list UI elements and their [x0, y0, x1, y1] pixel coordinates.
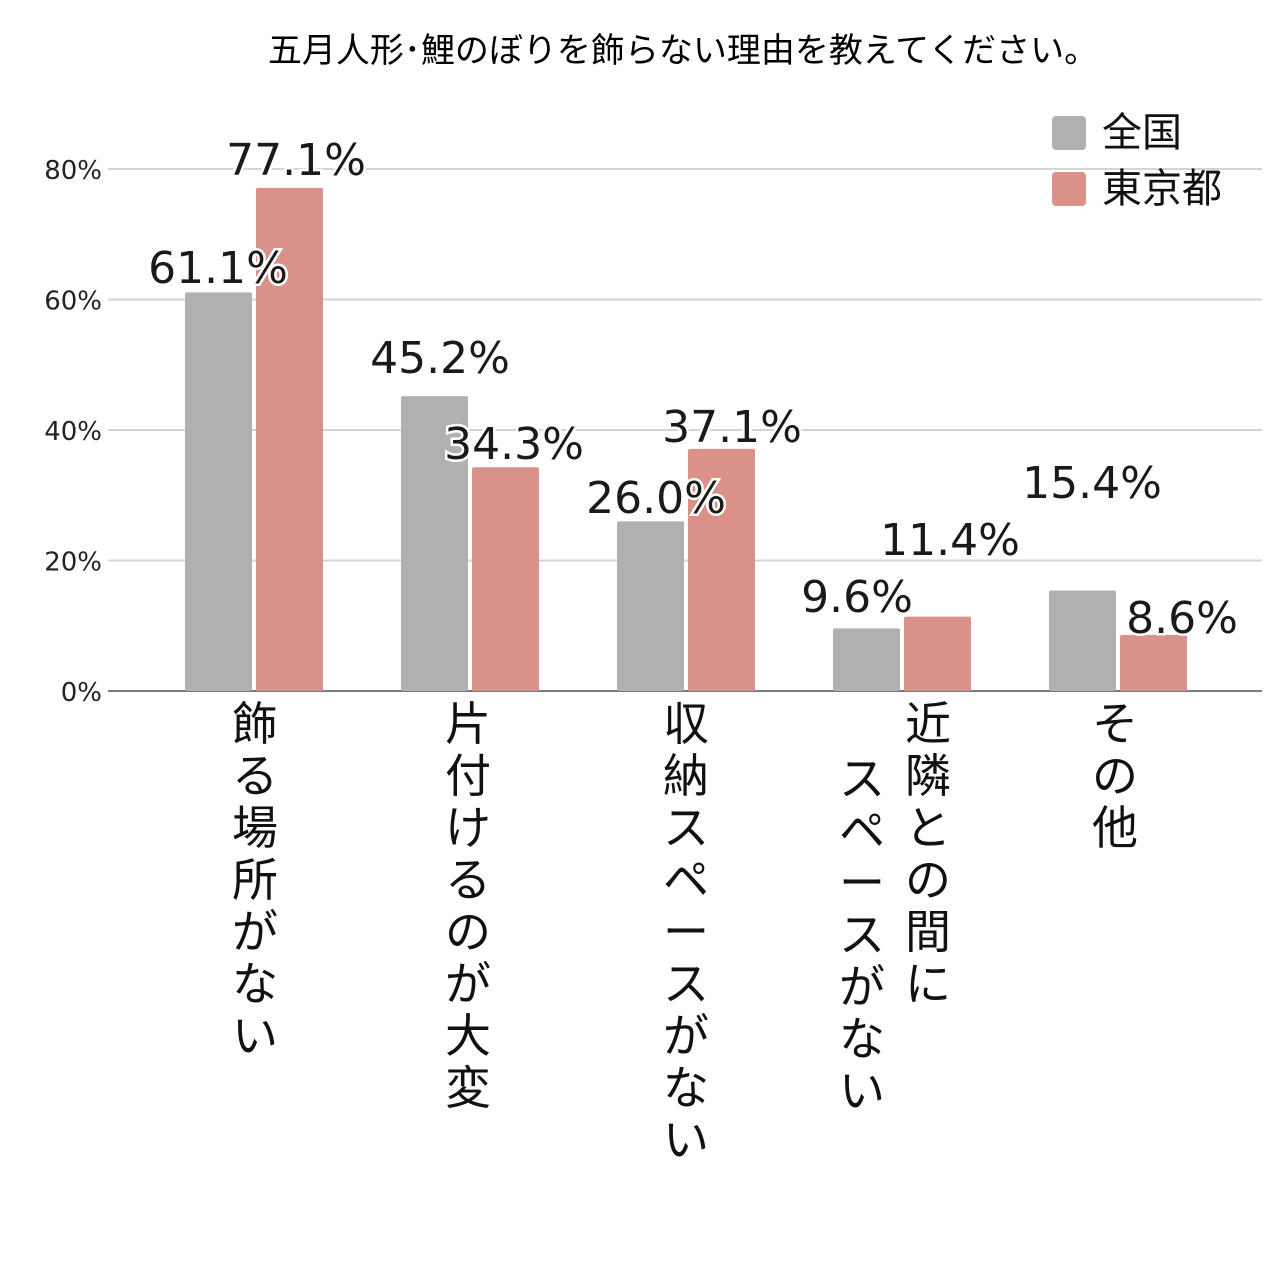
category-label: 変 [445, 1061, 491, 1115]
bar-tokyo [1120, 634, 1187, 691]
category-label: 場 [232, 801, 278, 855]
category-label: の [1092, 749, 1138, 803]
category-label: ペ [663, 853, 709, 907]
category-label: に [905, 957, 951, 1011]
data-label: 37.1% [662, 402, 802, 453]
category-label: が [445, 957, 491, 1011]
legend-swatch [1052, 172, 1086, 206]
category-label: ペ [839, 804, 885, 858]
bar-tokyo [256, 187, 323, 692]
category-label: が [663, 1009, 709, 1063]
category-label: 近 [905, 697, 951, 751]
bar-national [401, 396, 468, 691]
data-label: 26.0% [586, 473, 726, 524]
category-label: の [445, 905, 491, 959]
category-label: 隣 [905, 749, 951, 803]
data-label: 15.4% [1022, 458, 1162, 509]
data-labels: 61.1% 45.2% 26.0% 9.6% 15.4% 77.1% 34.3% 37.1% 1… [146, 133, 1241, 647]
category-label: が [232, 905, 278, 959]
category-label: ス [839, 752, 885, 806]
category-label: い [232, 1009, 278, 1063]
y-axis-ticks: 0% 20% 40% 60% 80% [44, 156, 102, 708]
data-label: 45.2% [370, 333, 510, 384]
category-label: い [839, 1064, 885, 1118]
category-label: な [663, 1061, 709, 1115]
bar-national [833, 628, 900, 691]
category-label: 他 [1092, 801, 1138, 855]
category-label: の [905, 853, 951, 907]
category-label: 片 [445, 697, 491, 751]
bar-tokyo [688, 448, 755, 691]
chart-title: 五月人形･鯉のぼりを飾らない理由を教えてください。 [268, 31, 1098, 71]
y-tick-label: 80% [44, 156, 102, 186]
bars [185, 187, 1187, 692]
data-label: 77.1% [226, 135, 366, 186]
category-label: が [839, 960, 885, 1014]
category-label: な [232, 957, 278, 1011]
category-label: な [839, 1012, 885, 1066]
category-label: る [445, 853, 491, 907]
category-label: 付 [445, 749, 491, 803]
category-label: る [232, 749, 278, 803]
category-label: け [445, 801, 491, 855]
category-label: 収 [663, 697, 709, 751]
y-tick-label: 40% [44, 417, 102, 447]
y-tick-label: 0% [61, 678, 102, 708]
y-tick-label: 60% [44, 287, 102, 317]
category-label: ー [663, 905, 709, 959]
category-label: そ [1092, 697, 1138, 751]
category-label: ス [839, 908, 885, 962]
category-label: 大 [445, 1009, 491, 1063]
category-label: 納 [663, 749, 709, 803]
legend-label: 東京都 [1102, 166, 1222, 212]
category-label: 所 [232, 853, 278, 907]
data-label: 34.3% [444, 419, 584, 470]
bar-national [185, 292, 252, 691]
category-label: 間 [905, 905, 951, 959]
bar-national [1049, 590, 1116, 691]
data-label: 11.4% [880, 515, 1020, 566]
y-tick-label: 20% [44, 548, 102, 578]
category-label: 飾 [232, 697, 278, 751]
legend-swatch [1052, 116, 1086, 150]
data-label: 8.6% [1126, 593, 1238, 644]
bar-national [617, 521, 684, 691]
category-label: ー [839, 856, 885, 910]
data-label: 9.6% [801, 572, 913, 623]
category-label: ス [663, 801, 709, 855]
category-label: い [663, 1113, 709, 1167]
data-label: 61.1% [148, 243, 288, 294]
legend-label: 全国 [1102, 110, 1182, 156]
category-label: ス [663, 957, 709, 1011]
bar-tokyo [472, 467, 539, 691]
bar-tokyo [904, 616, 971, 691]
category-label: と [905, 801, 951, 855]
